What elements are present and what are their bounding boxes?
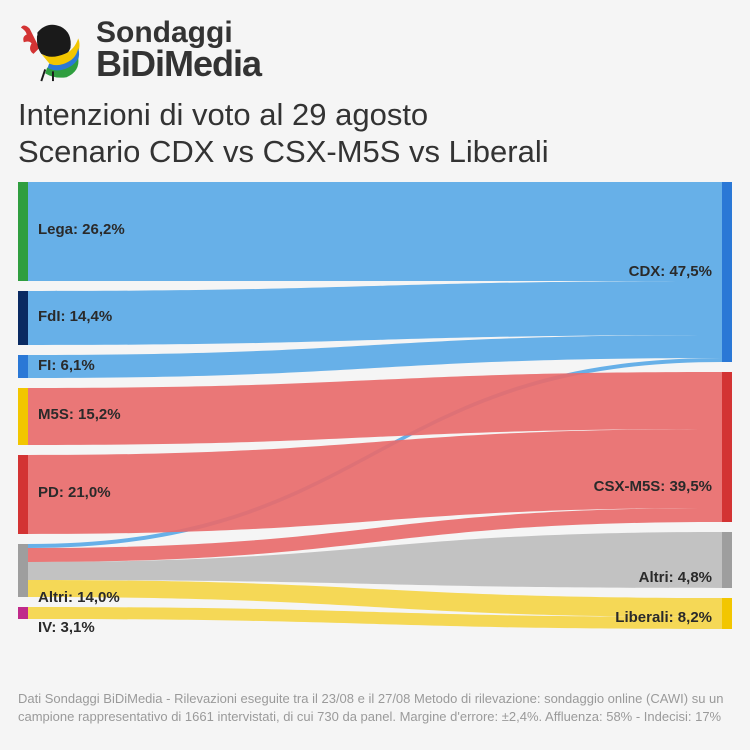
sankey-node-left [18, 544, 28, 597]
sankey-label-left: FI: 6,1% [38, 357, 95, 374]
sankey-label-left: Altri: 14,0% [38, 589, 120, 606]
sankey-node-right [722, 532, 732, 588]
title-line-2: Scenario CDX vs CSX-M5S vs Liberali [18, 134, 549, 169]
brand-bottom: BiDiMedia [96, 47, 261, 81]
sankey-node-left [18, 388, 28, 445]
sankey-node-right [722, 372, 732, 522]
sankey-label-left: M5S: 15,2% [38, 406, 121, 423]
sankey-node-right [722, 598, 732, 629]
footer-note: Dati Sondaggi BiDiMedia - Rilevazioni es… [18, 690, 732, 725]
sankey-label-left: PD: 21,0% [38, 484, 111, 501]
chart-title: Intenzioni di voto al 29 agosto Scenario… [18, 96, 732, 170]
sankey-chart: Lega: 26,2% FdI: 14,4% FI: 6,1% M5S: 15,2% P… [18, 182, 732, 680]
sankey-label-right: CSX-M5S: 39,5% [594, 478, 712, 495]
sankey-node-left [18, 355, 28, 378]
title-line-1: Intenzioni di voto al 29 agosto [18, 97, 428, 132]
rooster-logo-icon [18, 18, 86, 82]
sankey-label-left: IV: 3,1% [38, 619, 95, 636]
sankey-link [28, 281, 722, 345]
sankey-node-left [18, 182, 28, 281]
sankey-node-left [18, 291, 28, 345]
sankey-label-left: Lega: 26,2% [38, 221, 125, 238]
sankey-link [28, 182, 722, 281]
brand-name: Sondaggi BiDiMedia [96, 19, 261, 82]
header: Sondaggi BiDiMedia [18, 12, 732, 88]
sankey-label-right: CDX: 47,5% [629, 263, 712, 280]
sankey-node-left [18, 455, 28, 534]
sankey-node-left [18, 607, 28, 619]
sankey-label-left: FdI: 14,4% [38, 308, 112, 325]
sankey-node-right [722, 182, 732, 362]
sankey-label-right: Liberali: 8,2% [615, 609, 712, 626]
sankey-label-right: Altri: 4,8% [639, 569, 712, 586]
sankey-svg [18, 182, 732, 680]
